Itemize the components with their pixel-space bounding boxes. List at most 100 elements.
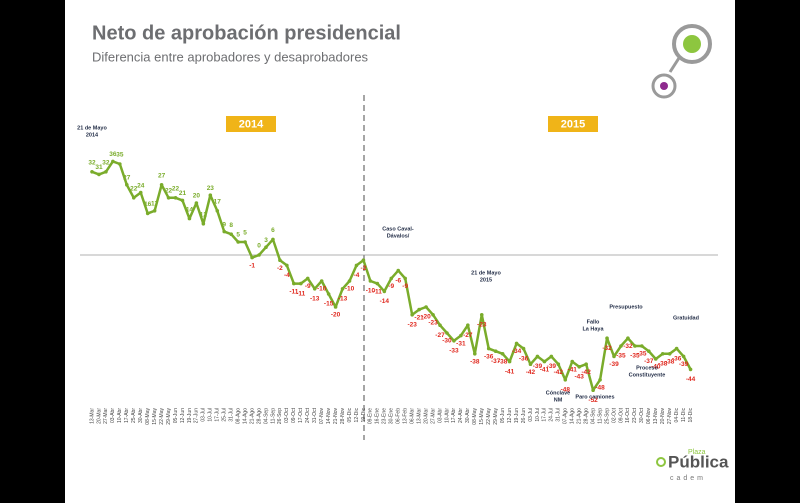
data-label: -31 <box>456 340 466 347</box>
data-label: -41 <box>540 366 550 373</box>
x-tick-label: 26-Jun <box>521 408 527 424</box>
point <box>417 307 421 312</box>
point <box>396 268 401 273</box>
x-tick-label: 15-May <box>479 408 485 425</box>
chart-subtitle: Diferencia entre aprobadores y desaproba… <box>92 49 369 64</box>
data-label: -14 <box>380 298 390 305</box>
x-tick-label: 23-Oct <box>632 407 638 423</box>
x-tick-label: 20-Mar <box>423 408 429 424</box>
data-label: -36 <box>519 355 529 362</box>
data-label: -37 <box>491 358 501 365</box>
x-tick-label: 09-Ene <box>368 408 374 424</box>
data-label: 0 <box>257 243 261 250</box>
x-tick-label: 11-Sep <box>270 408 276 424</box>
point <box>653 357 658 361</box>
point <box>138 190 143 195</box>
point <box>577 365 581 369</box>
x-tick-label: 03-Jul <box>201 408 207 422</box>
data-label: -42 <box>581 369 591 376</box>
data-label: -4 <box>354 272 360 279</box>
point <box>278 258 282 263</box>
x-tick-label: 09-Oct <box>291 407 297 423</box>
x-tick-label: 11-Sep <box>597 408 603 424</box>
point <box>570 359 575 364</box>
point <box>493 349 498 354</box>
x-tick-label: 28-Ago <box>256 408 262 424</box>
data-label: 31 <box>95 164 103 171</box>
point <box>104 170 108 174</box>
logo-main: Pública <box>668 452 729 471</box>
x-tick-label: 03-Abr <box>110 408 116 423</box>
x-tick-label: 29-May <box>493 408 499 425</box>
data-label: -1 <box>249 262 255 269</box>
data-label: 16 <box>144 201 152 208</box>
point <box>271 237 275 242</box>
data-label: -52 <box>588 397 598 404</box>
year-label: 2014 <box>239 118 264 130</box>
annotation: 21 de Mayo <box>77 125 107 131</box>
data-label: 6 <box>271 227 275 234</box>
point <box>257 253 261 257</box>
point <box>375 281 380 286</box>
data-label: -15 <box>324 301 334 308</box>
data-label: -48 <box>595 385 605 392</box>
x-tick-label: 03-Jul <box>528 408 534 422</box>
data-label: -13 <box>338 296 348 303</box>
data-label: -39 <box>533 363 543 370</box>
point <box>243 240 247 244</box>
data-label: -33 <box>449 348 459 355</box>
point <box>312 287 317 291</box>
x-tick-label: 05-Dic <box>347 408 353 423</box>
point <box>222 229 227 234</box>
data-label: -9 <box>402 283 408 290</box>
x-tick-label: 04-Dic <box>674 408 680 423</box>
annotation: 2015 <box>480 277 492 283</box>
data-label: -32 <box>623 343 633 350</box>
point <box>250 255 254 260</box>
point <box>319 279 324 283</box>
x-tick-label: 21-Nov <box>333 408 339 425</box>
point <box>473 352 477 356</box>
x-tick-label: 15-May <box>152 408 158 425</box>
point <box>438 323 442 328</box>
x-tick-label: 16-Oct <box>625 407 631 423</box>
data-label: -2 <box>361 265 367 272</box>
data-label: 24 <box>137 182 145 189</box>
data-label: 22 <box>172 186 180 193</box>
x-tick-label: 19-Jun <box>187 408 193 424</box>
data-label: -6 <box>395 277 401 284</box>
x-tick-label: 24-Oct <box>305 407 311 423</box>
data-label: -38 <box>498 359 508 366</box>
x-tick-label: 02-Oct <box>611 407 617 423</box>
x-tick-label: 20-Mar <box>96 408 102 424</box>
x-tick-label: 08-Ago <box>235 408 241 424</box>
point <box>688 367 693 372</box>
data-label: -11 <box>289 288 298 295</box>
x-tick-label: 19-Dic <box>361 408 367 423</box>
x-tick-label: 13-Mar <box>416 408 422 424</box>
data-label: 17 <box>151 201 159 208</box>
point <box>640 344 644 348</box>
point <box>410 313 414 317</box>
point <box>605 336 609 341</box>
x-tick-label: 06-Mar <box>409 408 415 424</box>
x-tick-label: 17-Jul <box>542 408 548 422</box>
x-tick-label: 10-Abr <box>444 408 450 423</box>
point <box>166 196 171 200</box>
data-label: -37 <box>644 358 654 365</box>
point <box>535 354 540 359</box>
x-tick-label: 30-Ene <box>389 408 395 424</box>
logo-circles <box>651 24 712 99</box>
point <box>667 352 672 356</box>
data-label: 27 <box>123 175 131 182</box>
x-tick-label: 04-Sep <box>590 408 596 424</box>
x-tick-label: 19-Jun <box>514 408 520 424</box>
x-tick-label: 11-Dic <box>681 408 687 423</box>
data-label: -35 <box>637 351 647 358</box>
data-label: -23 <box>477 322 487 329</box>
x-tick-label: 13-Nov <box>653 408 659 425</box>
point <box>452 339 456 343</box>
data-label: -34 <box>512 348 522 355</box>
x-tick-label: 10-Jul <box>535 408 541 422</box>
point <box>521 346 526 351</box>
